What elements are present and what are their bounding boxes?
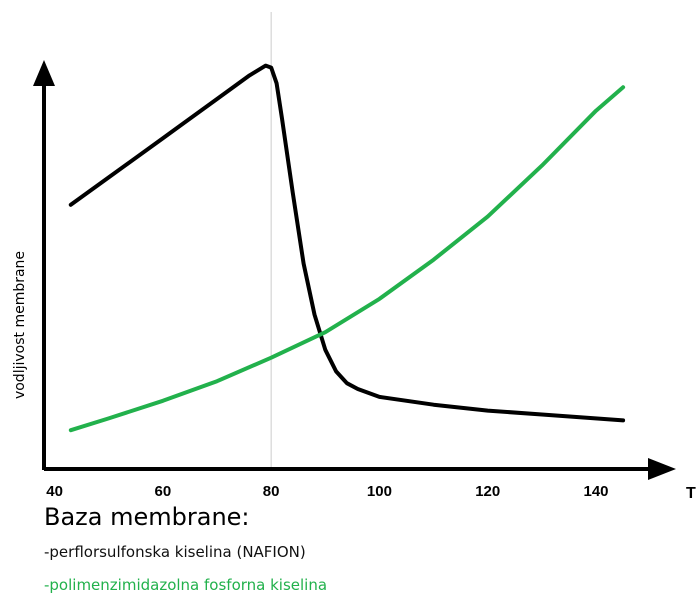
x-tick-label: 60 xyxy=(155,483,172,500)
x-tick-label: 80 xyxy=(263,483,280,500)
x-tick-label: 100 xyxy=(367,483,392,500)
y-axis-label: vodljivost membrane xyxy=(12,251,28,399)
axes xyxy=(33,12,676,480)
series-line-1 xyxy=(68,85,626,433)
legend-item-pbi: -polimenzimidazolna fosforna kiselina xyxy=(44,576,328,594)
legend-item-nafion: -perflorsulfonska kiselina (NAFION) xyxy=(44,543,306,561)
series-line-0 xyxy=(68,63,626,423)
y-axis-arrow xyxy=(33,60,55,86)
legend-title: Baza membrane: xyxy=(44,503,250,531)
x-tick-label: 140 xyxy=(583,483,608,500)
x-tick-label: 40 xyxy=(46,483,63,500)
x-axis-label: T xyxy=(686,485,696,502)
x-ticks: 40 60 80 100 120 140 xyxy=(46,483,608,500)
x-tick-label: 120 xyxy=(475,483,500,500)
series-layer xyxy=(68,63,626,433)
x-axis-arrow xyxy=(648,458,676,480)
